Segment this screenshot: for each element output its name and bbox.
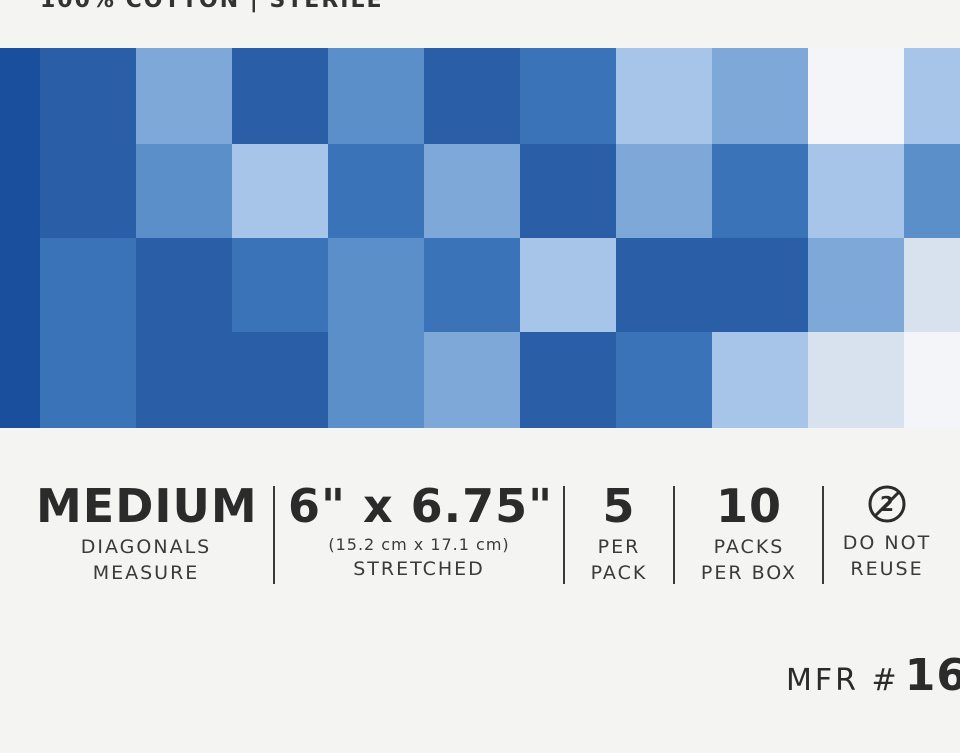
checker-tile	[328, 332, 425, 428]
material-label: 100% COTTON | STERILE	[40, 0, 384, 13]
checker-tile	[40, 144, 137, 239]
blue-checker-band	[0, 48, 960, 428]
per-pack-line1: PER	[597, 536, 641, 558]
spec-per-pack: 5 PER PACK	[574, 478, 664, 586]
checker-tile	[904, 48, 960, 145]
checker-tile	[904, 144, 960, 239]
top-strip: 100% COTTON | STERILE	[0, 0, 960, 50]
dimensions-title: 6" x 6.75"	[288, 479, 554, 533]
per-pack-line2: PACK	[590, 562, 648, 584]
divider	[673, 486, 675, 584]
checker-tile	[712, 332, 809, 428]
checker-tile	[520, 48, 617, 145]
checker-tile	[0, 48, 41, 145]
checker-tile	[40, 332, 137, 428]
mfr-value: 16	[904, 650, 960, 701]
checker-tile	[328, 238, 425, 333]
checker-tile	[424, 332, 521, 428]
checker-tile	[0, 144, 41, 239]
checker-tile	[424, 48, 521, 145]
per-box-line1: PACKS	[713, 536, 785, 558]
mfr-number: MFR # 16	[786, 650, 960, 701]
checker-tile	[232, 48, 329, 145]
checker-tile	[40, 238, 137, 333]
checker-tile	[616, 332, 713, 428]
reuse-line2: REUSE	[850, 558, 924, 580]
checker-tile	[136, 238, 233, 333]
size-title: MEDIUM	[36, 479, 258, 533]
checker-tile	[232, 332, 329, 428]
spec-dimensions: 6" x 6.75" (15.2 cm x 17.1 cm) STRETCHED	[288, 478, 554, 582]
per-box-count: 10	[715, 479, 782, 533]
checker-tile	[232, 238, 329, 333]
checker-tile	[808, 144, 905, 239]
checker-tile	[808, 48, 905, 145]
per-pack-count: 5	[602, 479, 636, 533]
checker-tile	[40, 48, 137, 145]
checker-tile	[136, 332, 233, 428]
checker-tile	[232, 144, 329, 239]
spec-row: MEDIUM DIAGONALS MEASURE 6" x 6.75" (15.…	[0, 478, 960, 588]
checker-tile	[712, 238, 809, 333]
mfr-label: MFR #	[786, 663, 900, 698]
checker-pattern	[0, 48, 960, 428]
checker-tile	[808, 332, 905, 428]
reuse-line1: DO NOT	[842, 532, 932, 554]
checker-tile	[0, 332, 41, 428]
dimensions-note: STRETCHED	[353, 558, 485, 580]
spec-size: MEDIUM DIAGONALS MEASURE	[36, 478, 258, 586]
checker-tile	[136, 144, 233, 239]
divider	[822, 486, 824, 584]
divider	[273, 486, 275, 584]
checker-tile	[712, 48, 809, 145]
size-line1: DIAGONALS	[80, 536, 212, 558]
per-box-line2: PER BOX	[700, 562, 798, 584]
spec-per-box: 10 PACKS PER BOX	[684, 478, 814, 586]
checker-tile	[520, 332, 617, 428]
size-line2: MEASURE	[92, 562, 200, 584]
checker-tile	[520, 144, 617, 239]
checker-tile	[904, 238, 960, 333]
checker-tile	[424, 238, 521, 333]
checker-tile	[520, 238, 617, 333]
checker-tile	[328, 48, 425, 145]
checker-tile	[328, 144, 425, 239]
checker-tile	[616, 238, 713, 333]
checker-tile	[136, 48, 233, 145]
spec-reuse: 2 DO NOT REUSE	[834, 478, 940, 582]
checker-tile	[904, 332, 960, 428]
checker-tile	[616, 48, 713, 145]
checker-tile	[0, 238, 41, 333]
no-reuse-icon: 2	[868, 485, 906, 523]
divider	[563, 486, 565, 584]
checker-tile	[616, 144, 713, 239]
checker-tile	[808, 238, 905, 333]
checker-tile	[712, 144, 809, 239]
checker-tile	[424, 144, 521, 239]
dimensions-metric: (15.2 cm x 17.1 cm)	[328, 535, 510, 554]
